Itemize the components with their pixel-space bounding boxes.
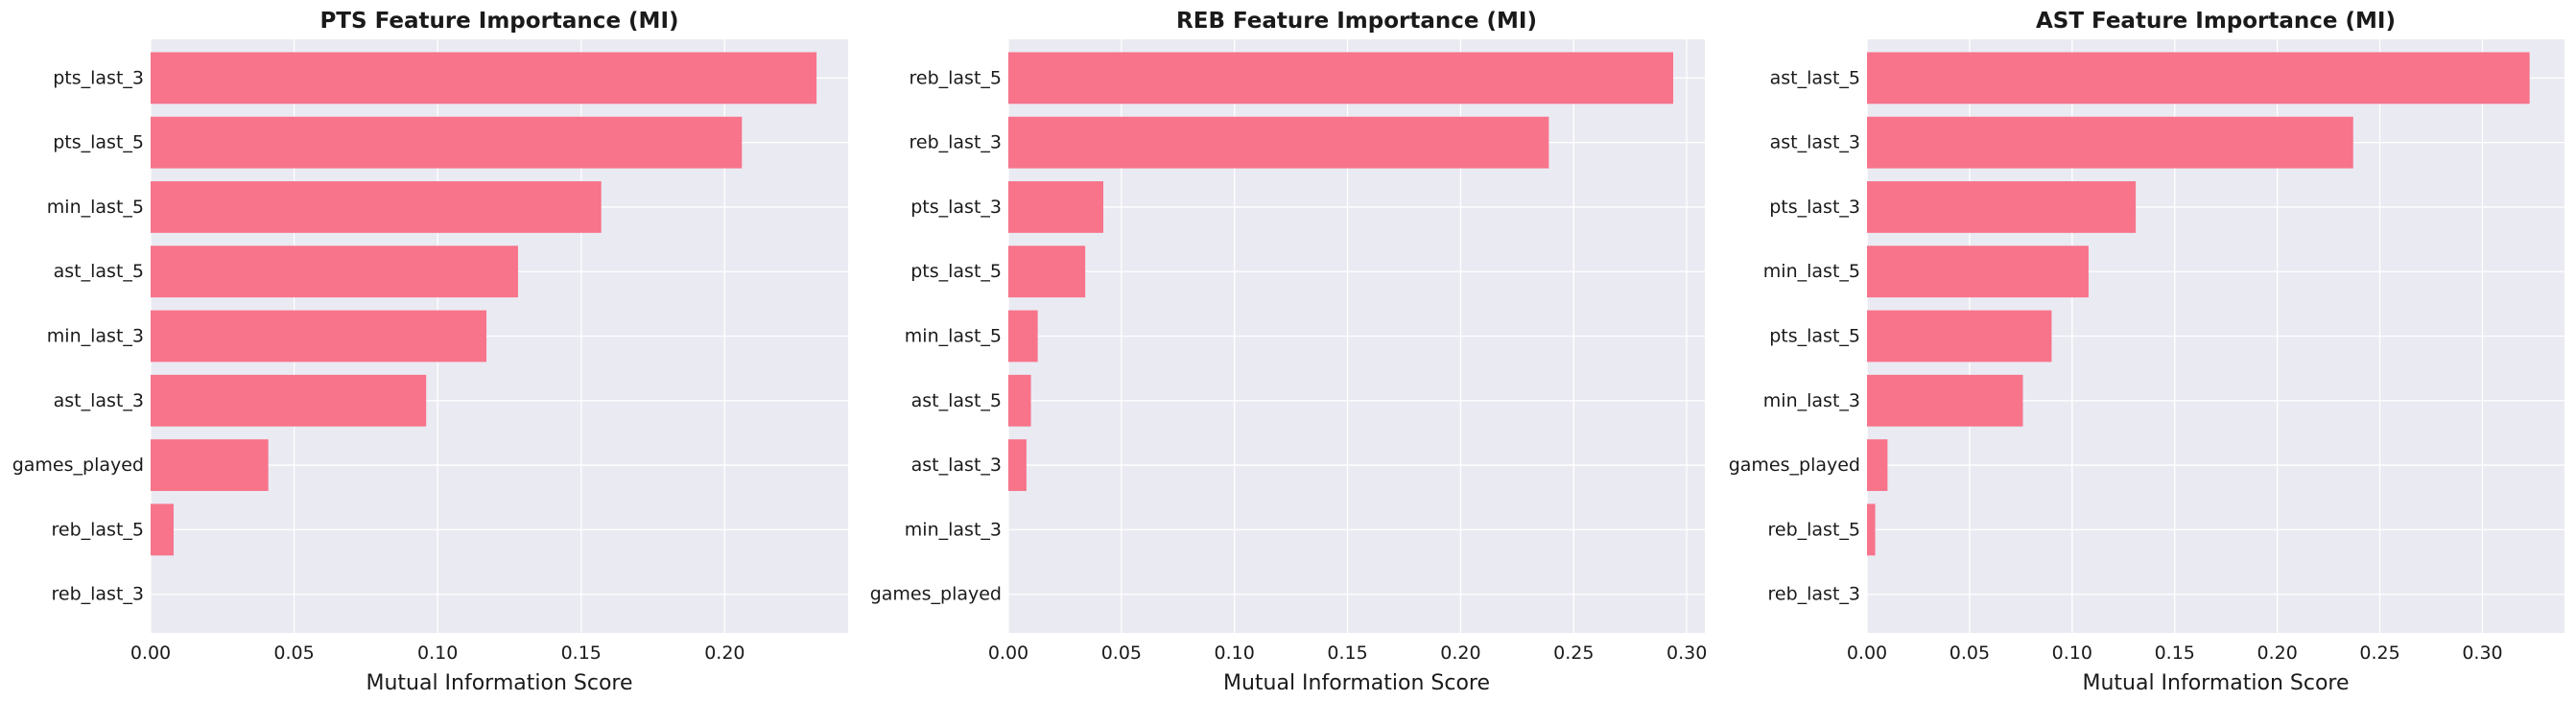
pts-bar-pts_last_5 — [151, 116, 743, 169]
ast-bar-ast_last_3 — [1867, 116, 2353, 169]
reb-x-tick-label: 0.00 — [988, 643, 1028, 664]
pts-category-label: reb_last_3 — [51, 584, 144, 605]
reb-x-tick-label: 0.20 — [1440, 643, 1480, 664]
ast-x-tick-label: 0.20 — [2257, 643, 2297, 664]
ast-category-label: games_played — [1729, 455, 1860, 476]
pts-x-tick-label: 0.00 — [130, 643, 171, 664]
ast-x-axis-label: Mutual Information Score — [2082, 671, 2349, 695]
ast-category-label: pts_last_3 — [1769, 197, 1860, 218]
reb-bar-pts_last_5 — [1008, 245, 1086, 298]
reb-category-label: reb_last_3 — [909, 132, 1002, 153]
ast-x-tick-label: 0.00 — [1847, 643, 1887, 664]
reb-bar-ast_last_3 — [1008, 439, 1027, 491]
reb-panel: reb_last_5 reb_last_3 pts_last_3 pts_last_5… — [870, 9, 1708, 695]
ast-x-tick-label: 0.25 — [2359, 643, 2399, 664]
ast-x-tick-label: 0.10 — [2052, 643, 2092, 664]
ast-category-label: ast_last_3 — [1770, 132, 1860, 153]
reb-category-label: ast_last_3 — [911, 455, 1002, 476]
ast-category-label: ast_last_5 — [1770, 67, 1860, 88]
ast-chart-title: AST Feature Importance (MI) — [2036, 9, 2396, 34]
pts-category-label: ast_last_3 — [54, 390, 144, 411]
pts-chart-title: PTS Feature Importance (MI) — [319, 9, 678, 34]
reb-category-label: pts_last_3 — [910, 197, 1002, 218]
pts-category-label: reb_last_5 — [51, 519, 144, 540]
reb-category-label: games_played — [870, 584, 1002, 605]
reb-x-tick-label: 0.15 — [1327, 643, 1367, 664]
pts-x-tick-label: 0.05 — [273, 643, 314, 664]
pts-category-label: ast_last_5 — [54, 261, 144, 282]
reb-x-tick-label: 0.30 — [1666, 643, 1707, 664]
pts-x-tick-label: 0.20 — [704, 643, 744, 664]
pts-category-label: min_last_3 — [47, 326, 144, 347]
reb-chart-title: REB Feature Importance (MI) — [1176, 9, 1537, 34]
ast-bar-ast_last_5 — [1867, 52, 2530, 105]
reb-bar-ast_last_5 — [1008, 374, 1031, 427]
reb-bar-reb_last_3 — [1008, 116, 1549, 169]
ast-panel: ast_last_5 ast_last_3 pts_last_3 min_last_5… — [1729, 9, 2564, 695]
ast-category-label: min_last_3 — [1763, 390, 1860, 411]
ast-bar-pts_last_3 — [1867, 181, 2137, 233]
ast-category-label: min_last_5 — [1763, 261, 1860, 282]
reb-bar-min_last_5 — [1008, 310, 1038, 362]
reb-bar-reb_last_5 — [1008, 52, 1673, 105]
reb-category-label: pts_last_5 — [910, 261, 1002, 282]
reb-category-label: min_last_3 — [905, 519, 1002, 540]
pts-x-tick-label: 0.10 — [417, 643, 458, 664]
ast-bar-min_last_3 — [1867, 374, 2023, 427]
reb-x-axis-label: Mutual Information Score — [1223, 671, 1490, 695]
reb-category-label: ast_last_5 — [911, 390, 1002, 411]
reb-x-tick-label: 0.10 — [1215, 643, 1255, 664]
pts-x-axis-label: Mutual Information Score — [366, 671, 632, 695]
pts-x-tick-label: 0.15 — [561, 643, 602, 664]
ast-category-label: pts_last_5 — [1769, 326, 1860, 347]
reb-x-tick-label: 0.05 — [1101, 643, 1142, 664]
reb-bar-pts_last_3 — [1008, 181, 1103, 233]
pts-category-label: pts_last_3 — [53, 67, 144, 88]
pts-category-label: games_played — [12, 455, 144, 476]
ast-category-label: reb_last_3 — [1767, 584, 1860, 605]
reb-category-label: min_last_5 — [905, 326, 1002, 347]
ast-bar-pts_last_5 — [1867, 310, 2052, 362]
ast-x-tick-label: 0.30 — [2462, 643, 2502, 664]
ast-bar-games_played — [1867, 439, 1888, 491]
pts-bar-ast_last_3 — [151, 374, 427, 427]
ast-bar-reb_last_5 — [1867, 503, 1876, 556]
ast-bar-min_last_5 — [1867, 245, 2089, 298]
pts-bar-ast_last_5 — [151, 245, 518, 298]
ast-x-tick-label: 0.15 — [2155, 643, 2195, 664]
pts-bar-min_last_3 — [151, 310, 487, 362]
pts-category-label: min_last_5 — [47, 197, 144, 218]
pts-bar-pts_last_3 — [151, 52, 817, 105]
pts-bar-min_last_5 — [151, 181, 602, 233]
pts-panel: pts_last_3 pts_last_5 min_last_5 ast_last_5… — [12, 9, 848, 695]
reb-category-label: reb_last_5 — [909, 67, 1002, 88]
ast-x-tick-label: 0.05 — [1950, 643, 1990, 664]
ast-category-label: reb_last_5 — [1767, 519, 1860, 540]
pts-bar-games_played — [151, 439, 269, 491]
pts-category-label: pts_last_5 — [53, 132, 144, 153]
reb-x-tick-label: 0.25 — [1553, 643, 1594, 664]
pts-bar-reb_last_5 — [151, 503, 174, 556]
